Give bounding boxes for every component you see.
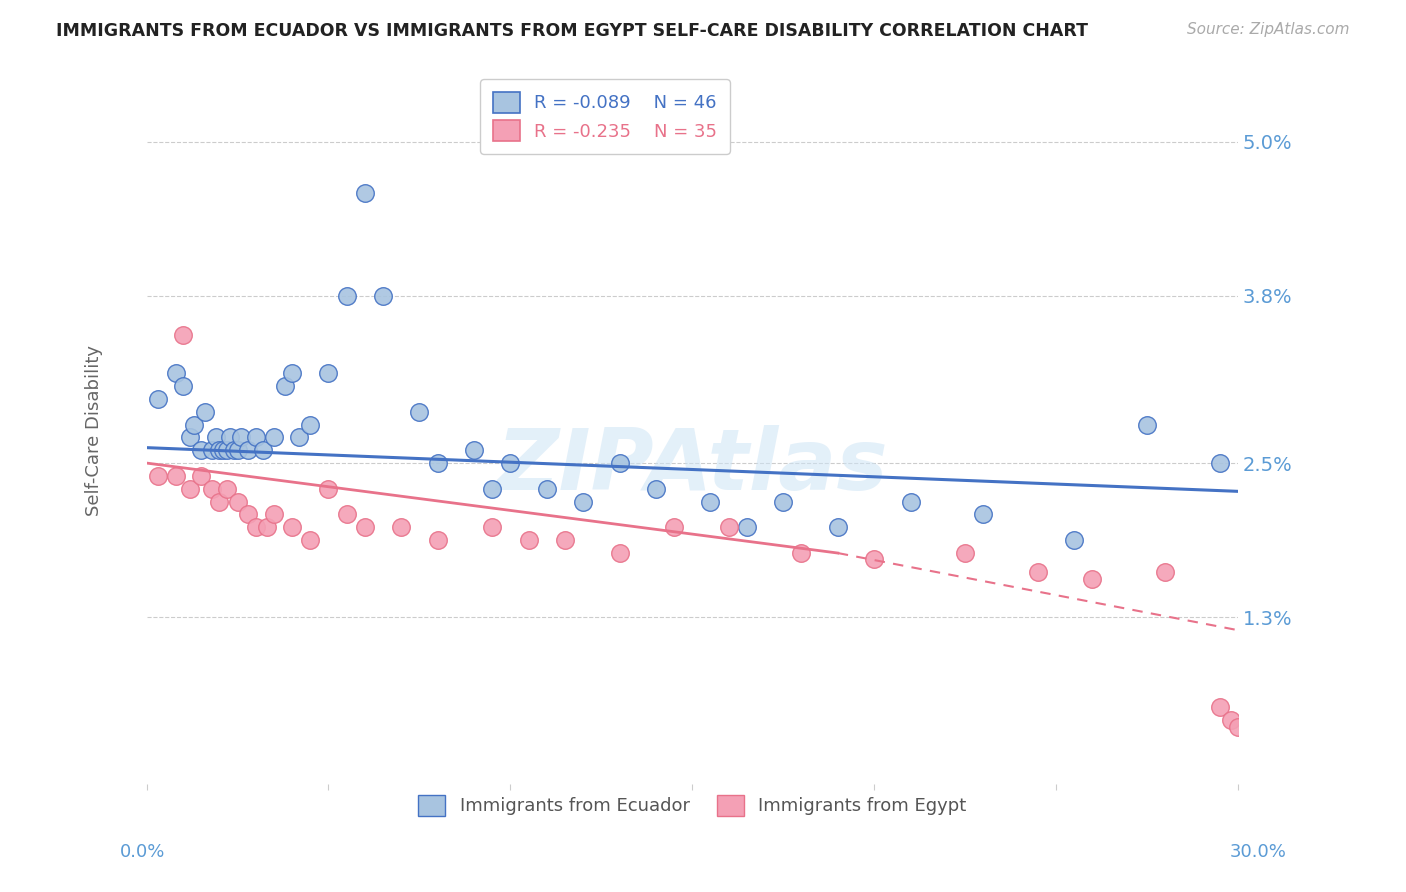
- Point: [183, 417, 205, 432]
- Point: [219, 430, 242, 444]
- Point: [256, 520, 278, 534]
- Point: [281, 520, 304, 534]
- Point: [389, 520, 412, 534]
- Point: [190, 469, 212, 483]
- Point: [1209, 456, 1232, 470]
- Point: [215, 443, 238, 458]
- Point: [179, 430, 201, 444]
- Point: [481, 482, 503, 496]
- Point: [226, 443, 249, 458]
- Point: [238, 443, 260, 458]
- Point: [179, 482, 201, 496]
- Point: [371, 289, 394, 303]
- Point: [900, 494, 922, 508]
- Point: [554, 533, 576, 548]
- Point: [288, 430, 311, 444]
- Point: [972, 508, 994, 522]
- Point: [609, 546, 631, 560]
- Point: [1219, 713, 1241, 727]
- Point: [208, 494, 231, 508]
- Point: [263, 430, 285, 444]
- Point: [172, 379, 194, 393]
- Point: [212, 443, 235, 458]
- Point: [699, 494, 721, 508]
- Point: [662, 520, 685, 534]
- Point: [1136, 417, 1159, 432]
- Point: [735, 520, 758, 534]
- Point: [201, 443, 224, 458]
- Point: [790, 546, 813, 560]
- Point: [318, 482, 340, 496]
- Point: [953, 546, 976, 560]
- Point: [165, 366, 187, 380]
- Text: 30.0%: 30.0%: [1230, 843, 1286, 861]
- Point: [517, 533, 540, 548]
- Point: [146, 392, 169, 406]
- Point: [1226, 720, 1249, 734]
- Point: [408, 404, 430, 418]
- Point: [245, 430, 267, 444]
- Point: [354, 186, 377, 201]
- Point: [827, 520, 849, 534]
- Point: [1063, 533, 1085, 548]
- Point: [194, 404, 217, 418]
- Point: [645, 482, 668, 496]
- Point: [201, 482, 224, 496]
- Point: [208, 443, 231, 458]
- Point: [336, 289, 359, 303]
- Point: [204, 430, 226, 444]
- Point: [165, 469, 187, 483]
- Point: [238, 508, 260, 522]
- Point: [1154, 566, 1177, 580]
- Point: [1026, 566, 1049, 580]
- Point: [172, 327, 194, 342]
- Point: [1209, 700, 1232, 714]
- Point: [463, 443, 485, 458]
- Point: [609, 456, 631, 470]
- Point: [354, 520, 377, 534]
- Text: Self-Care Disability: Self-Care Disability: [86, 345, 103, 516]
- Point: [426, 456, 449, 470]
- Point: [215, 482, 238, 496]
- Point: [274, 379, 297, 393]
- Point: [231, 430, 253, 444]
- Point: [336, 508, 359, 522]
- Legend: Immigrants from Ecuador, Immigrants from Egypt: Immigrants from Ecuador, Immigrants from…: [409, 786, 976, 825]
- Point: [481, 520, 503, 534]
- Point: [299, 533, 322, 548]
- Point: [1081, 572, 1104, 586]
- Point: [536, 482, 558, 496]
- Text: ZIPAtlas: ZIPAtlas: [496, 425, 889, 508]
- Point: [245, 520, 267, 534]
- Point: [318, 366, 340, 380]
- Point: [717, 520, 740, 534]
- Point: [252, 443, 274, 458]
- Point: [281, 366, 304, 380]
- Point: [863, 552, 886, 566]
- Text: IMMIGRANTS FROM ECUADOR VS IMMIGRANTS FROM EGYPT SELF-CARE DISABILITY CORRELATIO: IMMIGRANTS FROM ECUADOR VS IMMIGRANTS FR…: [56, 22, 1088, 40]
- Point: [572, 494, 595, 508]
- Point: [226, 494, 249, 508]
- Point: [426, 533, 449, 548]
- Text: 0.0%: 0.0%: [120, 843, 165, 861]
- Point: [222, 443, 245, 458]
- Text: Source: ZipAtlas.com: Source: ZipAtlas.com: [1187, 22, 1350, 37]
- Point: [263, 508, 285, 522]
- Point: [772, 494, 794, 508]
- Point: [299, 417, 322, 432]
- Point: [190, 443, 212, 458]
- Point: [146, 469, 169, 483]
- Point: [499, 456, 522, 470]
